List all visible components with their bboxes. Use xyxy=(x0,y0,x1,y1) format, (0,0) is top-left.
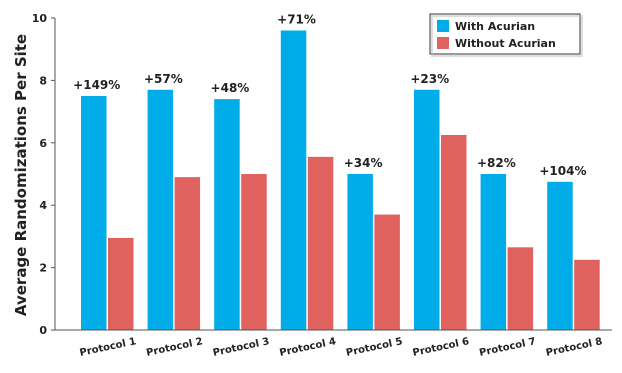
bar-without-acurian xyxy=(374,214,400,330)
y-tick-label: 2 xyxy=(39,262,47,275)
bar-without-acurian xyxy=(307,156,334,330)
increase-label: +104% xyxy=(539,164,586,178)
legend: With Acurian Without Acurian xyxy=(429,13,583,57)
category-label: Protocol 4 xyxy=(279,336,338,359)
increase-label: +23% xyxy=(410,72,449,86)
bars xyxy=(81,30,600,331)
y-axis-title: Average Randomizations Per Site xyxy=(12,34,30,316)
bar-with-acurian xyxy=(347,174,373,330)
bar-without-acurian xyxy=(574,259,600,330)
bar-with-acurian xyxy=(81,96,107,330)
bar-with-acurian xyxy=(280,30,307,330)
category-label: Protocol 5 xyxy=(345,336,404,359)
y-tick-label: 6 xyxy=(39,137,47,150)
increase-label: +34% xyxy=(344,156,383,170)
bar-without-acurian xyxy=(174,177,201,330)
annotation-labels: +149% +57% +48% +71% +34% +23% +82% +104% xyxy=(73,12,586,177)
legend-label: With Acurian xyxy=(455,20,535,33)
legend-swatch xyxy=(437,37,449,49)
category-labels: Protocol 1 Protocol 2 Protocol 3 Protocol 4… xyxy=(79,336,604,359)
category-label: Protocol 8 xyxy=(545,336,604,359)
bar-with-acurian xyxy=(547,181,573,330)
legend-label: Without Acurian xyxy=(455,37,556,50)
increase-label: +71% xyxy=(277,12,316,26)
category-label: Protocol 3 xyxy=(212,336,271,359)
increase-label: +149% xyxy=(73,78,120,92)
category-label: Protocol 7 xyxy=(478,336,537,359)
increase-label: +57% xyxy=(144,72,183,86)
category-label: Protocol 6 xyxy=(412,336,471,359)
category-label: Protocol 1 xyxy=(79,336,138,359)
bar-with-acurian xyxy=(214,99,240,331)
y-tick-label: 0 xyxy=(39,324,47,337)
increase-label: +82% xyxy=(477,156,516,170)
category-label: Protocol 2 xyxy=(145,336,204,359)
y-tick-label: 4 xyxy=(39,199,47,212)
legend-swatch xyxy=(437,20,449,32)
y-tick-label: 10 xyxy=(32,12,48,25)
legend-shadow xyxy=(431,15,583,57)
y-tick-label: 8 xyxy=(39,74,47,87)
bar-with-acurian xyxy=(414,89,440,330)
bar-with-acurian xyxy=(480,174,507,330)
bar-without-acurian xyxy=(241,174,267,330)
bar-without-acurian xyxy=(507,247,534,330)
y-axis-ticks: 0 2 4 6 8 10 xyxy=(32,12,55,337)
bar-without-acurian xyxy=(108,237,134,330)
increase-label: +48% xyxy=(211,81,250,95)
legend-box xyxy=(429,13,581,55)
bar-with-acurian xyxy=(147,89,174,330)
bar-without-acurian xyxy=(441,135,467,330)
